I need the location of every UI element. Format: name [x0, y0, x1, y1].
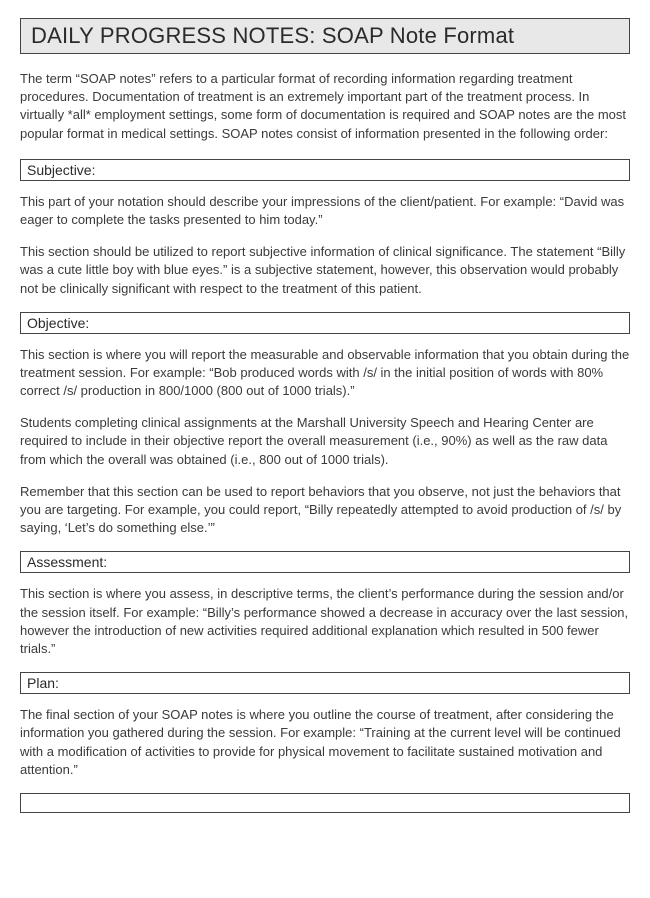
section-heading-assessment: Assessment: [20, 551, 630, 573]
section-heading-plan: Plan: [20, 672, 630, 694]
section-heading-subjective: Subjective: [20, 159, 630, 181]
document-title: DAILY PROGRESS NOTES: SOAP Note Format [31, 23, 619, 49]
body-paragraph: Students completing clinical assignments… [20, 414, 630, 469]
body-paragraph: This section should be utilized to repor… [20, 243, 630, 298]
intro-paragraph: The term “SOAP notes” refers to a partic… [20, 70, 630, 143]
section-heading-objective: Objective: [20, 312, 630, 334]
body-paragraph: The final section of your SOAP notes is … [20, 706, 630, 779]
empty-footer-box [20, 793, 630, 813]
body-paragraph: This section is where you will report th… [20, 346, 630, 401]
body-paragraph: Remember that this section can be used t… [20, 483, 630, 538]
document-title-box: DAILY PROGRESS NOTES: SOAP Note Format [20, 18, 630, 54]
body-paragraph: This part of your notation should descri… [20, 193, 630, 229]
body-paragraph: This section is where you assess, in des… [20, 585, 630, 658]
